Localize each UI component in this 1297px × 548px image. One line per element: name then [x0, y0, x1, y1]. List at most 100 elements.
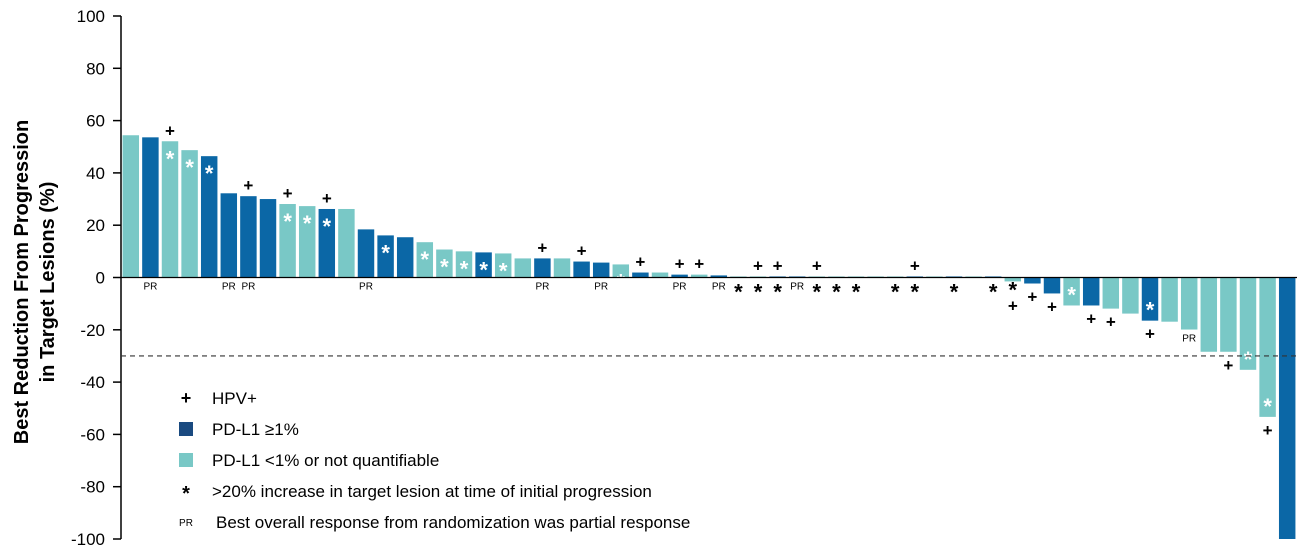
- bar: [142, 137, 159, 278]
- bar: [436, 249, 453, 278]
- bar: [396, 237, 414, 278]
- star-marker: *: [1146, 298, 1155, 323]
- bar: [514, 258, 532, 278]
- y-tick-label: 100: [77, 7, 105, 26]
- pr-marker: PR: [594, 282, 608, 293]
- pr-marker: PR: [1182, 334, 1196, 345]
- hpv-marker: +: [1008, 296, 1018, 315]
- bar: [553, 258, 571, 278]
- bar: [592, 262, 610, 278]
- star-marker: *: [185, 155, 194, 180]
- star-marker: *: [617, 269, 626, 294]
- hpv-marker: +: [1027, 288, 1037, 307]
- bar: [573, 261, 590, 278]
- hpv-marker: +: [1047, 297, 1057, 316]
- bar: [259, 199, 277, 278]
- star-marker: *: [421, 247, 430, 272]
- star-marker: *: [852, 280, 861, 305]
- y-tick-label: -40: [80, 373, 105, 392]
- star-marker: *: [1009, 277, 1018, 302]
- hpv-marker: +: [243, 176, 253, 195]
- hpv-marker: +: [165, 121, 175, 140]
- hpv-marker: +: [537, 238, 547, 257]
- star-marker: *: [813, 280, 822, 305]
- star-marker: *: [754, 280, 763, 305]
- y-axis-ticks: 100 80 60 40 20 0 -20 -40 -60 -80 -100: [71, 7, 121, 548]
- star-marker: *: [479, 257, 488, 282]
- bar: [632, 272, 649, 278]
- star-marker: *: [283, 209, 292, 234]
- hpv-marker: +: [675, 255, 685, 274]
- star-marker: *: [1244, 347, 1253, 372]
- pr-marker: PR: [241, 282, 255, 293]
- pr-marker: PR: [222, 282, 236, 293]
- bar: [710, 275, 728, 278]
- hpv-marker: +: [1223, 356, 1233, 375]
- hpv-marker: +: [1086, 309, 1096, 328]
- bar: [1082, 277, 1100, 306]
- bar-annotations: PR + * * * PR + PR + * * + * PR * * * * * * + PR + PR * + + PR + PR * +…: [143, 121, 1272, 440]
- legend-symbol: *: [182, 483, 190, 505]
- hpv-marker: +: [1145, 325, 1155, 344]
- bar: [455, 251, 473, 278]
- legend-swatch: [179, 422, 193, 436]
- star-marker: *: [832, 280, 841, 305]
- legend-label: PD-L1 ≥1%: [212, 420, 299, 439]
- y-axis-label-line-2: in Target Lesions (%): [37, 182, 59, 383]
- bar: [1180, 277, 1198, 330]
- star-marker: *: [989, 280, 998, 305]
- hpv-marker: +: [283, 184, 293, 203]
- bar: [240, 196, 257, 278]
- star-marker: *: [323, 214, 332, 239]
- hpv-marker: +: [694, 255, 704, 274]
- star-marker: *: [381, 240, 390, 265]
- bar: [690, 274, 708, 278]
- hpv-marker: +: [812, 256, 822, 275]
- bar: [1259, 277, 1276, 417]
- pr-marker: PR: [673, 282, 687, 293]
- bar: [1141, 277, 1159, 321]
- bar: [494, 253, 512, 278]
- bar: [318, 208, 336, 278]
- pr-marker: PR: [712, 282, 726, 293]
- bar: [298, 206, 316, 278]
- pr-marker: PR: [790, 282, 804, 293]
- bars: [122, 135, 1296, 539]
- legend-symbol: +: [181, 388, 192, 408]
- pr-marker: PR: [359, 282, 373, 293]
- bar: [1220, 277, 1237, 352]
- bar: [416, 242, 434, 278]
- star-marker: *: [950, 280, 959, 305]
- bar: [1122, 277, 1139, 314]
- bar: [1278, 277, 1296, 539]
- star-marker: *: [773, 280, 782, 305]
- hpv-marker: +: [773, 256, 783, 275]
- legend-label: Best overall response from randomization…: [216, 513, 690, 532]
- y-tick-label: -20: [80, 321, 105, 340]
- star-marker: *: [440, 255, 449, 280]
- hpv-marker: +: [910, 256, 920, 275]
- star-marker: *: [734, 280, 743, 305]
- hpv-marker: +: [753, 256, 763, 275]
- legend-label: PD-L1 <1% or not quantifiable: [212, 451, 439, 470]
- y-tick-label: 60: [86, 112, 105, 131]
- legend-symbol: PR: [179, 518, 193, 529]
- y-tick-label: 40: [86, 164, 105, 183]
- y-tick-label: -100: [71, 530, 105, 548]
- y-tick-label: 20: [86, 216, 105, 235]
- hpv-marker: +: [577, 242, 587, 261]
- bar: [1024, 277, 1041, 284]
- star-marker: *: [911, 280, 920, 305]
- pr-marker: PR: [535, 282, 549, 293]
- star-marker: *: [499, 258, 508, 283]
- hpv-marker: +: [322, 189, 332, 208]
- bar: [1239, 277, 1257, 370]
- legend: + HPV+ PD-L1 ≥1% PD-L1 <1% or not quantifia…: [179, 388, 690, 532]
- hpv-marker: +: [635, 253, 645, 272]
- bar: [338, 208, 355, 278]
- bar: [534, 258, 551, 278]
- bar: [181, 150, 198, 278]
- bar: [1043, 277, 1061, 294]
- y-tick-label: -80: [80, 478, 105, 497]
